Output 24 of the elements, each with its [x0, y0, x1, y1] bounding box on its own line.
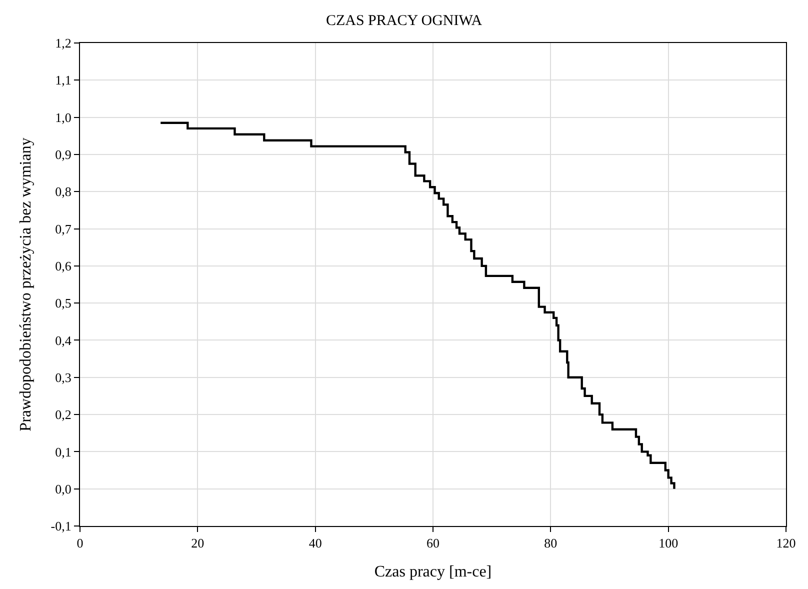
y-tick-label: 0,1 — [55, 444, 72, 460]
y-tick-label: 0,4 — [55, 332, 72, 348]
y-tick-label: 0,7 — [55, 221, 72, 236]
x-tick-label: 0 — [76, 536, 84, 551]
y-tick-label: 0,9 — [55, 147, 72, 162]
y-tick-label: 0,3 — [55, 370, 72, 385]
y-tick-label: 1,2 — [55, 36, 72, 51]
x-tick-label: 120 — [776, 536, 796, 551]
y-tick-label: 1,1 — [55, 72, 72, 88]
y-tick-label: 0,8 — [55, 184, 72, 200]
x-tick-label: 40 — [308, 536, 322, 551]
y-tick-label: 0,2 — [55, 407, 72, 422]
x-tick-label: 60 — [426, 536, 440, 551]
y-tick-label: 0,0 — [55, 481, 72, 496]
x-tick-label: 100 — [658, 536, 678, 551]
chart-title: CZAS PRACY OGNIWA — [326, 13, 482, 30]
x-tick-label: 80 — [544, 536, 558, 551]
y-tick-label: -0,1 — [50, 518, 72, 534]
x-tick-label: 20 — [191, 536, 204, 551]
y-tick-label: 0,5 — [55, 296, 72, 311]
y-axis-title: Prawdopodobieństwo przeżycia bez wymiany — [18, 138, 35, 432]
y-tick-label: 1,0 — [55, 110, 72, 125]
x-axis-title: Czas pracy [m-ce] — [374, 563, 492, 580]
y-tick-label: 0,6 — [55, 258, 72, 274]
